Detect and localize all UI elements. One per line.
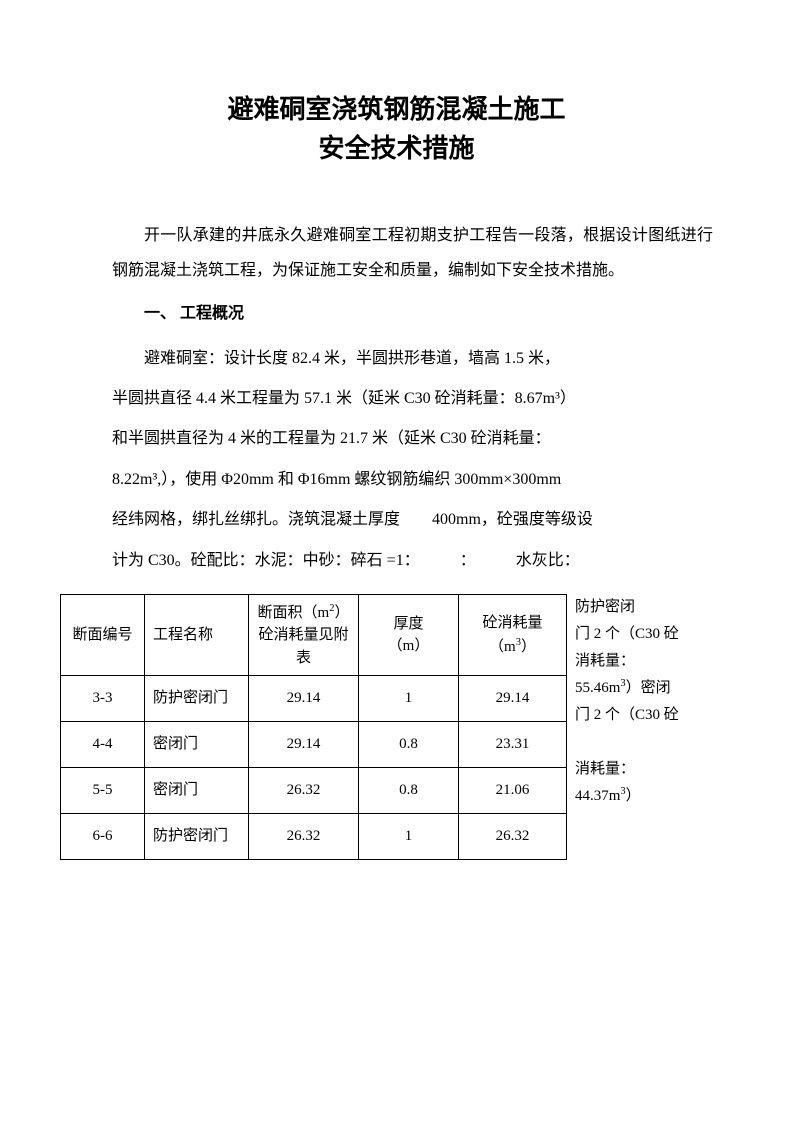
body-line: 经纬网格，绑扎丝绑扎。浇筑混凝土厚度 400mm，砼强度等级设 bbox=[112, 501, 713, 539]
table-body: 3-3防护密闭门29.14129.144-4密闭门29.140.823.315-… bbox=[61, 676, 567, 860]
side-note-line: 消耗量： bbox=[575, 648, 679, 675]
title-line-1: 避难硐室浇筑钢筋混凝土施工 bbox=[60, 90, 733, 129]
table-cell: 26.32 bbox=[249, 814, 359, 860]
side-note-line: 44.37m3） bbox=[575, 783, 679, 810]
side-note-line: 门 2 个（C30 砼 bbox=[575, 702, 679, 729]
title-line-2: 安全技术措施 bbox=[60, 129, 733, 168]
side-note-line: 防护密闭 bbox=[575, 594, 679, 621]
table-cell: 1 bbox=[359, 676, 459, 722]
table-cell: 密闭门 bbox=[145, 722, 249, 768]
th-consumption: 砼消耗量（m3） bbox=[459, 594, 567, 676]
table-cell: 6-6 bbox=[61, 814, 145, 860]
th-project-name: 工程名称 bbox=[145, 594, 249, 676]
table-cell: 0.8 bbox=[359, 768, 459, 814]
table-row: 3-3防护密闭门29.14129.14 bbox=[61, 676, 567, 722]
side-note-line: 消耗量： bbox=[575, 756, 679, 783]
th-area: 断面积（m2）砼消耗量见附表 bbox=[249, 594, 359, 676]
table-cell: 5-5 bbox=[61, 768, 145, 814]
table-cell: 21.06 bbox=[459, 768, 567, 814]
document-title: 避难硐室浇筑钢筋混凝土施工 安全技术措施 bbox=[60, 90, 733, 168]
table-cell: 密闭门 bbox=[145, 768, 249, 814]
table-cell: 防护密闭门 bbox=[145, 814, 249, 860]
th-thickness: 厚度（m） bbox=[359, 594, 459, 676]
section-1-heading: 一、 工程概况 bbox=[112, 296, 713, 331]
side-note: 防护密闭门 2 个（C30 砼消耗量：55.46m3）密闭门 2 个（C30 砼… bbox=[567, 594, 679, 810]
document-content: 开一队承建的井底永久避难硐室工程初期支护工程告一段落，根据设计图纸进行钢筋混凝土… bbox=[60, 218, 733, 860]
table-cell: 26.32 bbox=[459, 814, 567, 860]
body-line: 8.22m³,），使用 Φ20mm 和 Φ16mm 螺纹钢筋编织 300mm×3… bbox=[112, 461, 713, 499]
table-cell: 0.8 bbox=[359, 722, 459, 768]
th-section-id: 断面编号 bbox=[61, 594, 145, 676]
table-cell: 1 bbox=[359, 814, 459, 860]
table-cell: 4-4 bbox=[61, 722, 145, 768]
body-line: 和半圆拱直径为 4 米的工程量为 21.7 米（延米 C30 砼消耗量： bbox=[112, 420, 713, 458]
side-note-line: 55.46m3）密闭 bbox=[575, 675, 679, 702]
body-line: 避难硐室：设计长度 82.4 米，半圆拱形巷道，墙高 1.5 米， bbox=[112, 340, 713, 378]
side-note-line: 门 2 个（C30 砼 bbox=[575, 621, 679, 648]
table-row: 5-5密闭门26.320.821.06 bbox=[61, 768, 567, 814]
body-line: 计为 C30。砼配比：水泥：中砂：碎石 =1： ： 水灰比： bbox=[112, 542, 713, 580]
table-row: 4-4密闭门29.140.823.31 bbox=[61, 722, 567, 768]
table-cell: 26.32 bbox=[249, 768, 359, 814]
table-cell: 防护密闭门 bbox=[145, 676, 249, 722]
side-note-line bbox=[575, 729, 679, 756]
table-cell: 29.14 bbox=[249, 722, 359, 768]
table-cell: 29.14 bbox=[249, 676, 359, 722]
table-header-row: 断面编号 工程名称 断面积（m2）砼消耗量见附表 厚度（m） 砼消耗量（m3） bbox=[61, 594, 567, 676]
consumption-table: 断面编号 工程名称 断面积（m2）砼消耗量见附表 厚度（m） 砼消耗量（m3） … bbox=[60, 594, 567, 861]
intro-paragraph: 开一队承建的井底永久避难硐室工程初期支护工程告一段落，根据设计图纸进行钢筋混凝土… bbox=[112, 218, 713, 288]
table-row: 6-6防护密闭门26.32126.32 bbox=[61, 814, 567, 860]
body-line: 半圆拱直径 4.4 米工程量为 57.1 米（延米 C30 砼消耗量：8.67m… bbox=[112, 380, 713, 418]
table-cell: 3-3 bbox=[61, 676, 145, 722]
table-cell: 29.14 bbox=[459, 676, 567, 722]
table-area: 断面编号 工程名称 断面积（m2）砼消耗量见附表 厚度（m） 砼消耗量（m3） … bbox=[60, 594, 733, 861]
table-cell: 23.31 bbox=[459, 722, 567, 768]
body-lines: 避难硐室：设计长度 82.4 米，半圆拱形巷道，墙高 1.5 米，半圆拱直径 4… bbox=[112, 340, 713, 580]
